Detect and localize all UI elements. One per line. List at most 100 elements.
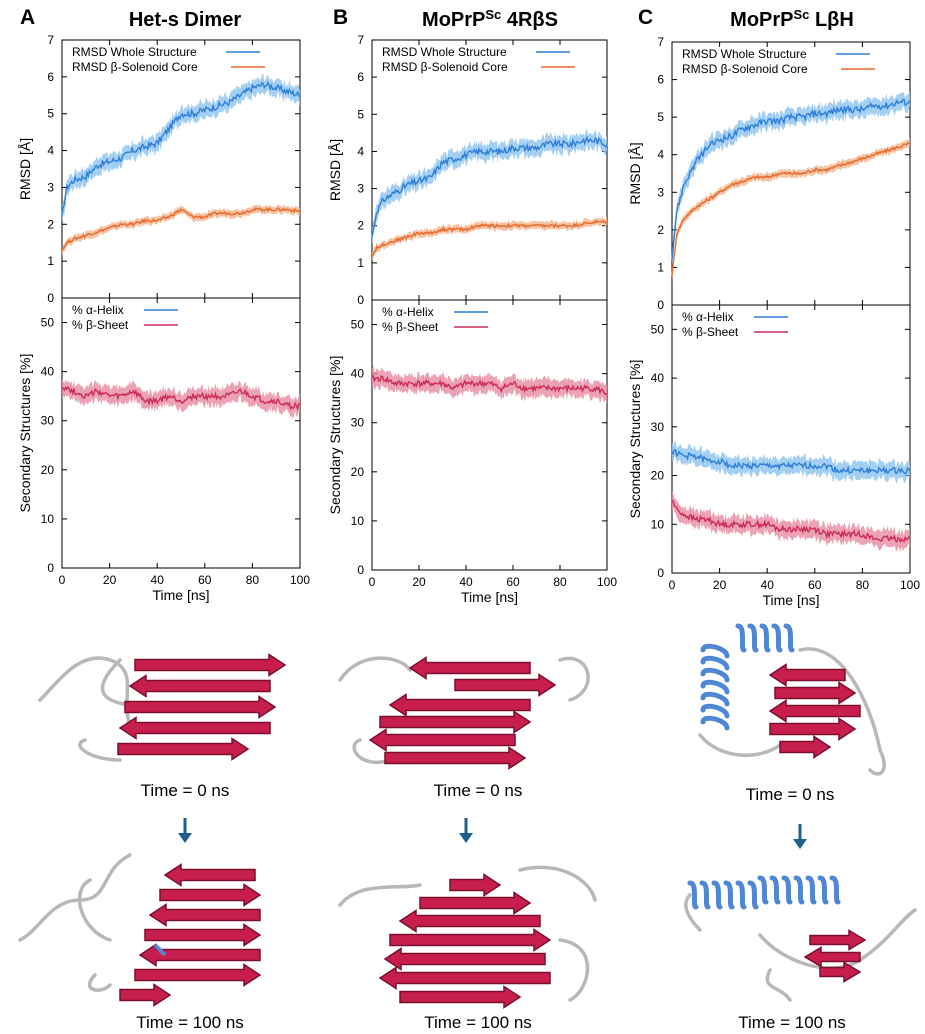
beta-strand: [128, 674, 271, 698]
legend-label: % β-Sheet: [382, 320, 439, 334]
plot-frame: [371, 299, 608, 571]
time-start-b: Time = 0 ns: [434, 781, 523, 800]
y-axis-label: RMSD [Å]: [17, 138, 33, 200]
y-tick-label: 10: [651, 517, 665, 531]
series-band-0: [62, 73, 300, 222]
panel-title-b: MoPrPSc 4RβS: [422, 7, 558, 31]
chart-b-2: 0 1 2 3 4 5 6 7 RMSD [Å] RMSD Whole StructureRMSD…: [327, 33, 608, 307]
y-tick-label: 10: [351, 514, 365, 528]
x-tick-label: 60: [506, 575, 520, 589]
x-tick-label: 20: [103, 573, 117, 587]
series-band-1: [372, 216, 607, 261]
y-tick-label: 30: [651, 420, 665, 434]
arrow-head: [793, 839, 807, 849]
plot-frame: [371, 39, 608, 301]
beta-strand: [383, 947, 546, 971]
helix-fragment: [153, 943, 167, 957]
loop: [684, 893, 702, 932]
x-tick-label: 40: [151, 573, 165, 587]
y-tick-label: 4: [657, 148, 664, 162]
structure-c-end: [684, 875, 917, 1002]
chart-a-1: 0 10 20 30 40 50 0 20 40 60 80 100 Time [ns] Secondar…: [17, 297, 310, 603]
y-axis-label: RMSD [Å]: [327, 139, 343, 201]
loop: [38, 656, 132, 727]
series-line-1: [61, 386, 300, 412]
beta-strand: [117, 737, 250, 761]
y-tick-label: 0: [47, 561, 54, 575]
series-line-0: [371, 135, 608, 238]
x-tick-label: 60: [198, 573, 212, 587]
beta-strand: [119, 983, 172, 1007]
beta-strand: [118, 716, 271, 740]
x-tick-label: 0: [59, 573, 66, 587]
series-band-1: [62, 204, 300, 257]
y-tick-label: 30: [41, 414, 55, 428]
series-line-1: [371, 374, 608, 396]
y-tick-label: 40: [351, 367, 365, 381]
structure-b-start: [338, 656, 590, 770]
x-tick-label: 80: [856, 578, 870, 592]
y-tick-label: 20: [651, 469, 665, 483]
loop: [558, 938, 590, 1002]
beta-strand: [809, 929, 867, 951]
loop: [338, 883, 422, 907]
beta-strand: [148, 903, 261, 927]
panel-letter-b: B: [333, 6, 348, 29]
x-tick-label: 100: [900, 578, 920, 592]
beta-strand: [449, 873, 502, 897]
beta-strand: [454, 673, 557, 697]
x-axis-label: Time [ns]: [152, 587, 209, 603]
x-tick-label: 40: [459, 575, 473, 589]
panel-letter-c: C: [638, 6, 653, 29]
y-tick-label: 3: [657, 185, 664, 199]
beta-strand: [378, 966, 551, 990]
legend-label: % α-Helix: [72, 303, 124, 317]
loop: [78, 738, 122, 762]
beta-strand: [768, 663, 846, 687]
y-tick-label: 4: [47, 144, 54, 158]
beta-strand: [419, 891, 532, 915]
alpha-helix: [757, 875, 841, 905]
y-tick-label: 0: [357, 563, 364, 577]
y-tick-label: 3: [357, 182, 364, 196]
y-tick-label: 0: [657, 298, 664, 312]
x-tick-label: 20: [412, 575, 426, 589]
y-tick-label: 2: [657, 223, 664, 237]
arrow-head: [459, 833, 473, 843]
y-tick-label: 20: [351, 465, 365, 479]
plot-frame: [61, 297, 301, 569]
loop: [338, 656, 412, 682]
x-tick-label: 0: [669, 578, 676, 592]
y-tick-label: 50: [351, 318, 365, 332]
series-band-1: [672, 137, 910, 281]
y-tick-label: 6: [47, 70, 54, 84]
y-tick-label: 30: [351, 416, 365, 430]
x-tick-label: 80: [553, 575, 567, 589]
loop: [18, 853, 132, 942]
legend-label: % α-Helix: [382, 305, 434, 319]
y-tick-label: 10: [41, 512, 55, 526]
beta-strand: [124, 695, 277, 719]
loop: [765, 968, 792, 1002]
panel-letter-a: A: [20, 6, 35, 29]
time-end-a: Time = 100 ns: [136, 1013, 244, 1032]
beta-strand: [779, 735, 832, 759]
loop: [78, 878, 112, 942]
series-band-1: [62, 379, 300, 419]
time-start-a: Time = 0 ns: [141, 781, 230, 800]
chart-c-4: 0 1 2 3 4 5 6 7 RMSD [Å] RMSD Whole StructureRMSD…: [627, 35, 911, 312]
y-tick-label: 1: [47, 254, 54, 268]
down-arrow-icon: [459, 818, 473, 843]
y-tick-label: 3: [47, 180, 54, 194]
y-tick-label: 40: [651, 371, 665, 385]
y-axis-label: Secondary Structures [%]: [327, 356, 343, 515]
loop: [698, 733, 782, 757]
y-tick-label: 2: [47, 217, 54, 231]
y-axis-label: Secondary Structures [%]: [627, 360, 643, 519]
panel-title-a: Het-s Dimer: [129, 9, 241, 31]
legend-label: RMSD β-Solenoid Core: [682, 62, 808, 76]
y-axis-label: RMSD [Å]: [627, 142, 643, 204]
beta-strand: [389, 928, 552, 952]
beta-strand: [774, 681, 857, 705]
